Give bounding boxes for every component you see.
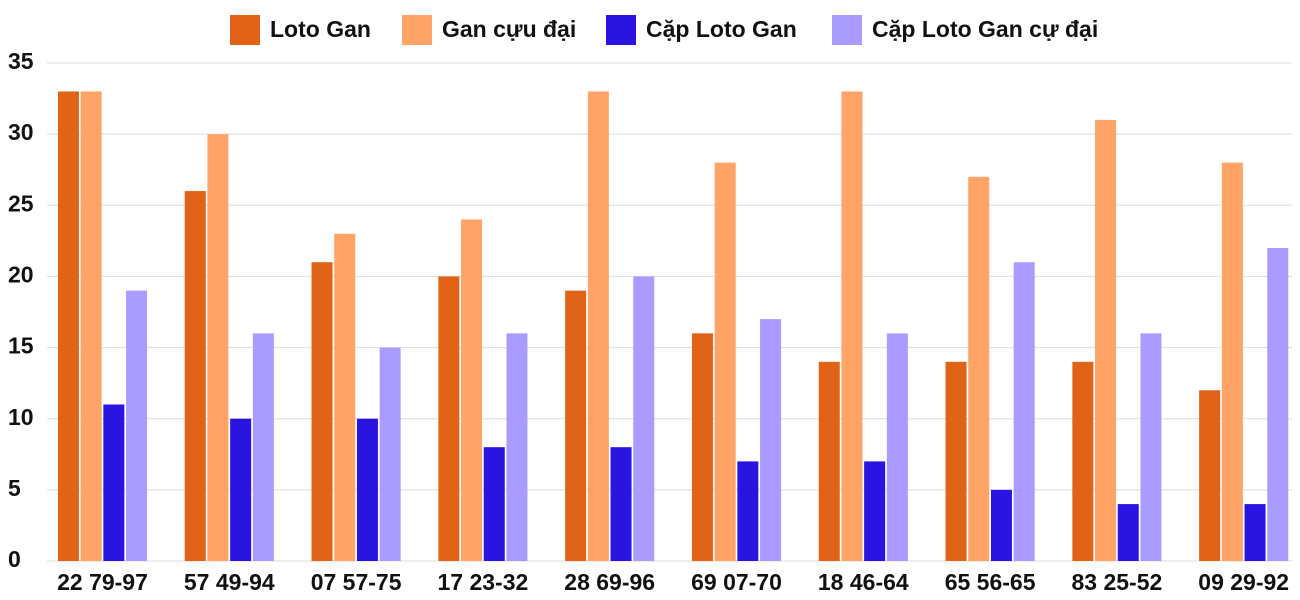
bar <box>990 489 1012 561</box>
bar <box>818 361 840 561</box>
bar <box>1267 247 1289 561</box>
bar <box>483 447 505 561</box>
x-tick-label: 69 07-70 <box>691 569 782 595</box>
bar <box>1095 119 1117 562</box>
bar <box>886 333 908 561</box>
bar <box>103 404 125 561</box>
bar <box>1244 504 1266 561</box>
legend-swatch <box>832 15 862 45</box>
y-tick-label: 15 <box>8 333 34 359</box>
legend-label: Loto Gan <box>270 16 371 42</box>
legend-swatch <box>230 15 260 45</box>
bar <box>80 91 102 561</box>
x-tick-label: 83 25-52 <box>1071 569 1162 595</box>
bar <box>252 333 274 561</box>
bar <box>1013 262 1035 561</box>
x-tick-label: 22 79-97 <box>57 569 148 595</box>
legend-label: Cặp Loto Gan <box>646 16 797 42</box>
bar <box>356 418 378 561</box>
bar <box>968 176 990 562</box>
y-tick-label: 20 <box>8 262 34 288</box>
legend-label: Cặp Loto Gan cự đại <box>872 16 1098 42</box>
bar <box>737 461 759 561</box>
bar <box>691 333 713 561</box>
bar <box>506 333 528 561</box>
bar <box>610 447 632 561</box>
y-tick-label: 10 <box>8 404 34 430</box>
bar <box>565 290 587 561</box>
y-tick-label: 25 <box>8 190 34 216</box>
bar <box>1221 162 1243 561</box>
x-tick-label: 57 49-94 <box>184 569 275 595</box>
bar <box>438 276 460 561</box>
bar <box>864 461 886 561</box>
bar <box>633 276 655 561</box>
bar <box>230 418 252 561</box>
legend-swatch <box>402 15 432 45</box>
legend-swatch <box>606 15 636 45</box>
x-tick-label: 18 46-64 <box>818 569 909 595</box>
y-tick-label: 30 <box>8 119 34 145</box>
bar <box>207 134 229 561</box>
bar <box>714 162 736 561</box>
bar <box>945 361 967 561</box>
x-tick-label: 65 56-65 <box>945 569 1036 595</box>
bar <box>126 290 148 561</box>
bar <box>334 233 356 561</box>
bar <box>184 191 206 562</box>
bar <box>379 347 401 561</box>
x-tick-label: 28 69-96 <box>564 569 655 595</box>
legend-label: Gan cựu đại <box>442 16 576 42</box>
bar <box>1199 390 1221 561</box>
y-tick-label: 35 <box>8 48 34 74</box>
bar <box>841 91 863 561</box>
bar <box>587 91 609 561</box>
y-tick-label: 5 <box>8 475 21 501</box>
x-tick-label: 07 57-75 <box>311 569 402 595</box>
bar <box>760 319 782 561</box>
x-tick-label: 09 29-92 <box>1198 569 1289 595</box>
bar <box>461 219 483 561</box>
bar <box>311 262 333 561</box>
bar <box>1072 361 1094 561</box>
bar <box>1140 333 1162 561</box>
bar <box>57 91 79 561</box>
x-tick-label: 17 23-32 <box>437 569 528 595</box>
bar <box>1117 504 1139 561</box>
y-tick-label: 0 <box>8 546 21 572</box>
